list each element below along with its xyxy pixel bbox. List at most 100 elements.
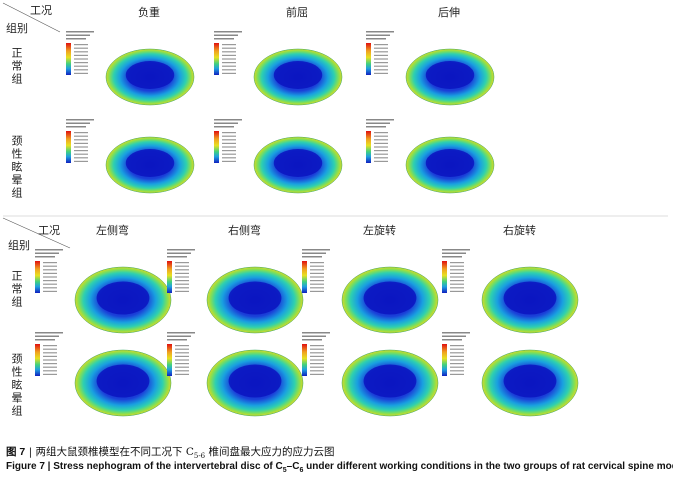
caption-en: Figure 7 | Stress nephogram of the inter…: [6, 461, 673, 474]
legend-text-line: [175, 348, 189, 350]
legend-text-line: [214, 126, 234, 128]
disc-core: [425, 149, 475, 177]
caption-sub: 5-6: [193, 452, 206, 461]
legend-text-line: [450, 359, 464, 361]
legend-text-line: [374, 135, 388, 137]
legend-text-line: [374, 160, 388, 162]
corner-diagonal: [2, 217, 71, 249]
legend-text-line: [374, 44, 388, 46]
legend-text-line: [175, 280, 189, 282]
legend-text-line: [310, 269, 324, 271]
legend-text-line: [366, 126, 386, 128]
legend-text-line: [450, 345, 464, 347]
legend-text-line: [366, 34, 390, 36]
column-header: 负重: [138, 6, 160, 19]
legend-text-line: [43, 363, 57, 365]
legend-text-line: [74, 153, 88, 155]
figure-art: [2, 2, 668, 417]
legend-text-line: [450, 283, 464, 285]
legend-bar: [302, 261, 307, 293]
legend-text-line: [374, 142, 388, 144]
legend-text-line: [167, 249, 195, 251]
legend-text-line: [366, 122, 390, 124]
legend-bar: [442, 344, 447, 376]
legend-text-line: [214, 38, 234, 40]
legend-bar: [66, 43, 71, 75]
disc-core: [96, 281, 150, 315]
legend-text-line: [74, 139, 88, 141]
legend-text-line: [43, 366, 57, 368]
legend-text-line: [43, 269, 57, 271]
legend-text-line: [74, 44, 88, 46]
corner-group: 组别: [8, 239, 30, 252]
legend-text-line: [74, 54, 88, 56]
legend-text-line: [175, 363, 189, 365]
legend-bar: [66, 131, 71, 163]
legend-text-line: [222, 153, 236, 155]
caption-text: under different working conditions in th…: [303, 461, 673, 472]
disc-core: [96, 364, 150, 398]
legend-text-line: [175, 355, 189, 357]
legend-text-line: [74, 47, 88, 49]
caption-zh: 图 7 | 两组大鼠颈椎模型在不同工况下 C5-6 椎间盘最大应力的应力云图: [6, 446, 335, 461]
legend-text-line: [450, 366, 464, 368]
legend-text-line: [74, 69, 88, 71]
legend-text-line: [66, 31, 94, 33]
legend-text-line: [175, 265, 189, 267]
legend-text-line: [43, 370, 57, 372]
legend-text-line: [175, 276, 189, 278]
legend-text-line: [222, 132, 236, 134]
legend-text-line: [43, 290, 57, 292]
legend-text-line: [450, 373, 464, 375]
legend-text-line: [43, 265, 57, 267]
legend-text-line: [214, 31, 242, 33]
legend-text-line: [302, 332, 330, 334]
legend-bar: [35, 261, 40, 293]
caption-label: Figure 7: [6, 461, 45, 472]
legend-text-line: [310, 287, 324, 289]
legend-text-line: [302, 335, 326, 337]
legend-text-line: [310, 359, 324, 361]
legend-text-line: [222, 150, 236, 152]
legend-text-line: [374, 54, 388, 56]
legend-text-line: [43, 276, 57, 278]
legend-text-line: [222, 69, 236, 71]
legend-text-line: [43, 345, 57, 347]
legend-text-line: [442, 256, 462, 258]
legend-text-line: [43, 373, 57, 375]
legend-text-line: [74, 72, 88, 74]
legend-text-line: [310, 283, 324, 285]
legend-bar: [366, 131, 371, 163]
legend-text-line: [175, 370, 189, 372]
legend-text-line: [74, 157, 88, 159]
legend-text-line: [175, 352, 189, 354]
caption-text: Stress nephogram of the intervertebral d…: [53, 461, 283, 472]
legend-text-line: [310, 280, 324, 282]
legend-text-line: [66, 38, 86, 40]
legend-text-line: [35, 249, 63, 251]
legend-text-line: [366, 38, 386, 40]
legend-text-line: [366, 119, 394, 121]
legend-text-line: [175, 359, 189, 361]
legend-text-line: [374, 132, 388, 134]
legend-text-line: [310, 363, 324, 365]
column-header: 左旋转: [363, 224, 396, 237]
legend-text-line: [222, 62, 236, 64]
legend-text-line: [442, 332, 470, 334]
legend-text-line: [43, 355, 57, 357]
legend-text-line: [74, 142, 88, 144]
legend-text-line: [450, 348, 464, 350]
legend-text-line: [66, 122, 90, 124]
legend-bar: [442, 261, 447, 293]
legend-text-line: [175, 287, 189, 289]
legend-text-line: [74, 62, 88, 64]
disc-core: [125, 61, 175, 89]
legend-text-line: [175, 272, 189, 274]
legend-text-line: [222, 65, 236, 67]
legend-text-line: [374, 69, 388, 71]
legend-text-line: [442, 339, 462, 341]
corner-condition: 工况: [30, 4, 52, 17]
legend-text-line: [35, 335, 59, 337]
legend-text-line: [167, 332, 195, 334]
